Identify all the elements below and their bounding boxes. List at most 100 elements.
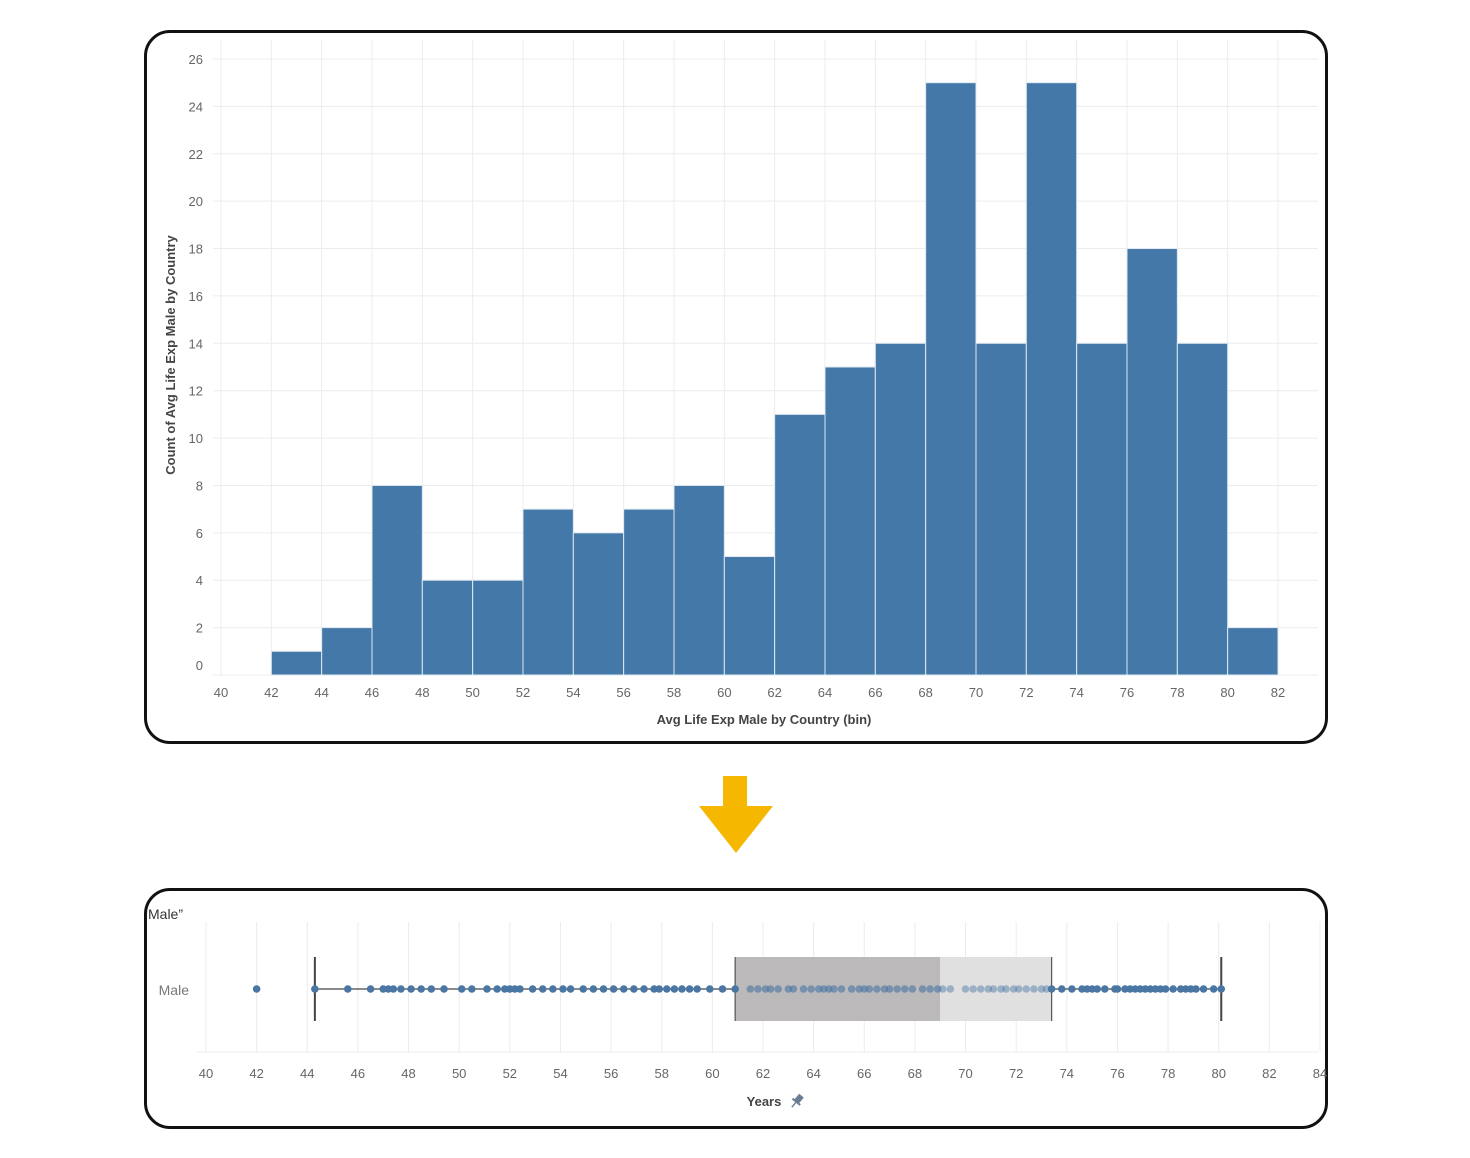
data-point[interactable] [1209,985,1218,993]
data-point[interactable] [559,985,567,993]
histogram-bar[interactable] [1076,342,1128,676]
data-point[interactable] [938,985,947,993]
histogram-bar[interactable] [824,366,876,676]
data-point[interactable] [640,985,648,993]
data-point[interactable] [579,985,588,993]
data-point[interactable] [766,985,775,993]
data-point[interactable] [619,985,628,993]
data-point[interactable] [847,985,856,993]
histogram-bar[interactable] [572,532,625,676]
data-point[interactable] [685,985,694,993]
histogram-bar[interactable] [421,579,474,676]
data-point[interactable] [528,985,537,993]
data-point[interactable] [893,985,901,993]
data-point[interactable] [457,985,466,993]
data-point[interactable] [678,985,686,993]
data-point[interactable] [468,985,476,993]
data-point[interactable] [630,985,638,993]
histogram-bar[interactable] [623,508,675,676]
histogram-bar[interactable] [874,342,927,676]
histogram-bar[interactable] [774,413,826,676]
data-point[interactable] [440,985,448,993]
data-point[interactable] [1113,985,1122,993]
data-point[interactable] [343,985,352,993]
data-point[interactable] [589,985,598,993]
data-point[interactable] [516,985,524,993]
data-point[interactable] [662,985,671,993]
data-point[interactable] [885,985,894,993]
histogram-bar[interactable] [673,484,725,676]
data-point[interactable] [655,985,663,993]
data-point[interactable] [984,985,993,993]
data-point[interactable] [1100,985,1109,993]
data-point[interactable] [1030,985,1038,993]
data-point[interactable] [1047,985,1056,993]
data-point[interactable] [670,985,679,993]
data-point[interactable] [389,985,398,993]
data-point[interactable] [774,985,782,993]
data-point[interactable] [918,985,927,993]
data-point[interactable] [599,985,608,993]
data-point[interactable] [926,985,934,993]
data-point[interactable] [609,985,618,993]
data-point[interactable] [731,985,739,993]
data-point[interactable] [1002,985,1010,993]
data-point[interactable] [946,985,955,993]
data-point[interactable] [427,985,436,993]
data-point[interactable] [1093,985,1101,993]
data-point[interactable] [693,985,701,993]
histogram-bar[interactable] [1227,627,1279,676]
data-point[interactable] [830,985,838,993]
data-point[interactable] [706,985,714,993]
histogram-bar[interactable] [371,484,423,676]
x-tick-label: 70 [958,1066,972,1081]
data-point[interactable] [407,985,415,993]
data-point[interactable] [976,985,985,993]
histogram-bar[interactable] [522,508,574,676]
data-point[interactable] [1217,985,1226,993]
data-point[interactable] [961,985,970,993]
data-point[interactable] [900,985,909,993]
data-point[interactable] [807,985,815,993]
data-point[interactable] [1199,985,1208,993]
data-point[interactable] [969,985,977,993]
data-point[interactable] [366,985,375,993]
histogram-bar[interactable] [321,627,373,676]
data-point[interactable] [1057,985,1066,993]
data-point[interactable] [1009,985,1018,993]
data-point[interactable] [908,985,917,993]
data-point[interactable] [1161,985,1170,993]
data-point[interactable] [789,985,798,993]
data-point[interactable] [1022,985,1031,993]
data-point[interactable] [997,985,1005,993]
data-point[interactable] [1068,985,1076,993]
histogram-bar[interactable] [723,556,776,676]
data-point[interactable] [417,985,426,993]
data-point[interactable] [754,985,762,993]
histogram-bar[interactable] [1176,342,1229,676]
data-point[interactable] [865,985,874,993]
data-point[interactable] [1014,985,1023,993]
data-point[interactable] [1192,985,1200,993]
data-point[interactable] [746,985,755,993]
data-point[interactable] [1169,985,1177,993]
data-point[interactable] [989,985,998,993]
data-point[interactable] [252,985,261,993]
data-point[interactable] [397,985,405,993]
histogram-bar[interactable] [1126,248,1178,676]
data-point[interactable] [933,985,942,993]
x-tick-label: 46 [351,1066,365,1081]
data-point[interactable] [549,985,557,993]
data-point[interactable] [538,985,547,993]
data-point[interactable] [1037,985,1046,993]
data-point[interactable] [566,985,575,993]
pin-icon[interactable] [788,1092,805,1110]
data-point[interactable] [837,985,846,993]
data-point[interactable] [718,985,727,993]
data-point[interactable] [483,985,491,993]
data-point[interactable] [873,985,881,993]
data-point[interactable] [799,985,808,993]
data-point[interactable] [311,985,319,993]
data-point[interactable] [493,985,501,993]
histogram-bar[interactable] [975,342,1027,676]
